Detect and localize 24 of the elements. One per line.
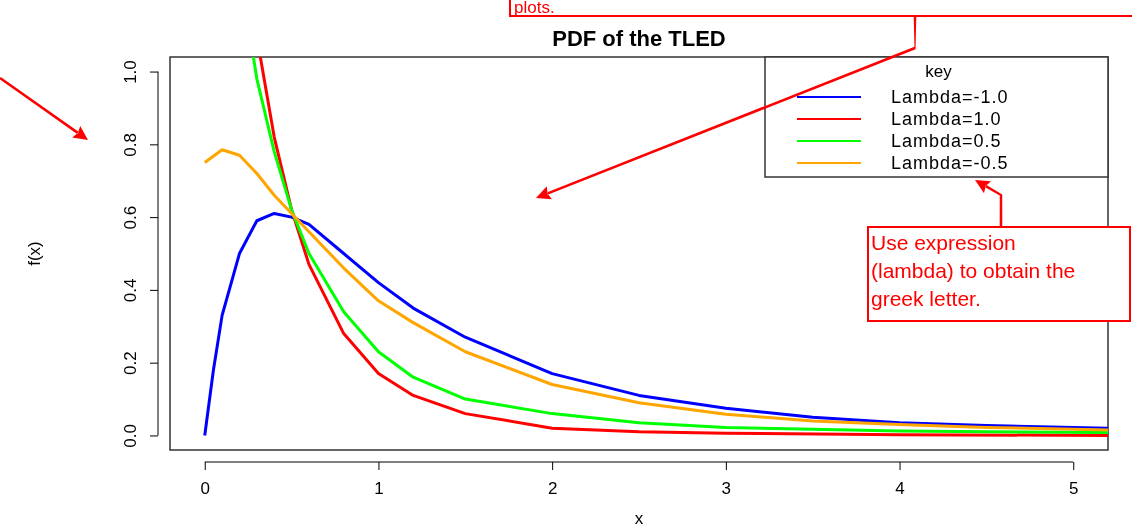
x-tick-label: 5 <box>1069 479 1079 499</box>
y-tick-label: 0.4 <box>121 278 141 303</box>
legend-label: Lambda=0.5 <box>891 131 1002 151</box>
x-tick-label: 1 <box>374 479 384 499</box>
legend-label: Lambda=-0.5 <box>891 153 1009 173</box>
x-axis-title: x <box>634 509 644 528</box>
annotation: Use expression (lambda) to obtain the greek letter. <box>871 231 1076 310</box>
y-tick-label: 0.8 <box>121 133 141 157</box>
x-tick-label: 3 <box>721 479 732 499</box>
y-axis-title: f(x) <box>25 241 44 266</box>
legend-label: Lambda=-1.0 <box>891 87 1009 107</box>
line-series <box>203 211 1108 437</box>
x-tick-label: 0 <box>200 479 210 499</box>
y-tick-label: 1.0 <box>121 60 141 84</box>
legend-label: Lambda=1.0 <box>891 109 1002 129</box>
chart-title: PDF of the TLED <box>552 26 726 51</box>
y-tick-label: 0.6 <box>121 205 141 230</box>
text: plots. <box>514 0 555 17</box>
y-tick-label: 0.2 <box>121 351 141 375</box>
y-tick-label: 0.0 <box>121 424 141 448</box>
line-series <box>203 148 1108 432</box>
x-tick-label: 4 <box>895 479 905 499</box>
x-tick-label: 2 <box>547 479 558 499</box>
legend-title: key <box>925 62 953 81</box>
